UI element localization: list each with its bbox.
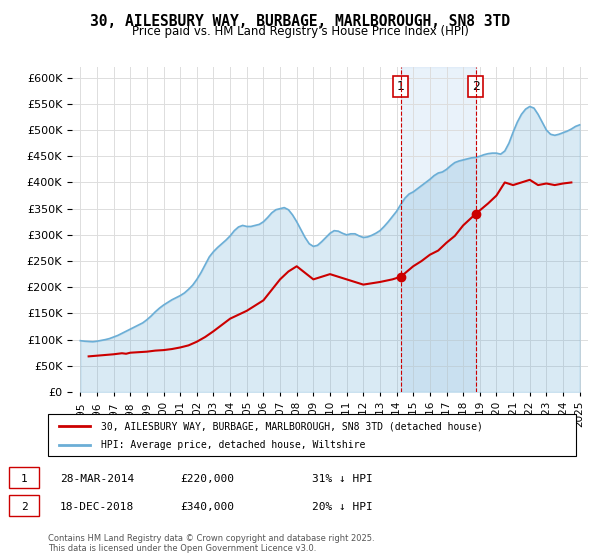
Text: 20% ↓ HPI: 20% ↓ HPI [312, 502, 373, 512]
Text: Contains HM Land Registry data © Crown copyright and database right 2025.
This d: Contains HM Land Registry data © Crown c… [48, 534, 374, 553]
Text: 18-DEC-2018: 18-DEC-2018 [60, 502, 134, 512]
Text: Price paid vs. HM Land Registry's House Price Index (HPI): Price paid vs. HM Land Registry's House … [131, 25, 469, 38]
Text: 1: 1 [20, 474, 28, 484]
Text: 28-MAR-2014: 28-MAR-2014 [60, 474, 134, 484]
Text: 31% ↓ HPI: 31% ↓ HPI [312, 474, 373, 484]
Text: £340,000: £340,000 [180, 502, 234, 512]
Text: 2: 2 [472, 80, 479, 93]
Text: 2: 2 [20, 502, 28, 512]
FancyBboxPatch shape [48, 414, 576, 456]
Text: 1: 1 [397, 80, 404, 93]
Bar [401, 67, 476, 392]
Text: £220,000: £220,000 [180, 474, 234, 484]
Text: HPI: Average price, detached house, Wiltshire: HPI: Average price, detached house, Wilt… [101, 440, 365, 450]
Text: 30, AILESBURY WAY, BURBAGE, MARLBOROUGH, SN8 3TD (detached house): 30, AILESBURY WAY, BURBAGE, MARLBOROUGH,… [101, 421, 482, 431]
Text: 30, AILESBURY WAY, BURBAGE, MARLBOROUGH, SN8 3TD: 30, AILESBURY WAY, BURBAGE, MARLBOROUGH,… [90, 14, 510, 29]
